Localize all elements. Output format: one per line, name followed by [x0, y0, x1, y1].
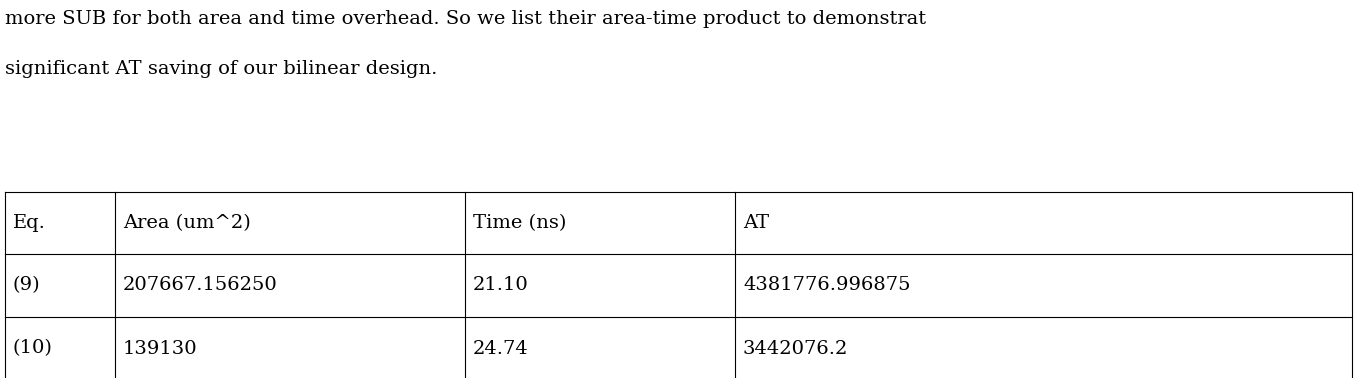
Text: Time (ns): Time (ns) — [474, 214, 566, 232]
Text: 139130: 139130 — [123, 339, 198, 358]
Text: 21.10: 21.10 — [474, 276, 529, 294]
Text: 3442076.2: 3442076.2 — [744, 339, 848, 358]
Text: AT: AT — [744, 214, 769, 232]
Text: Eq.: Eq. — [14, 214, 46, 232]
Text: 207667.156250: 207667.156250 — [123, 276, 278, 294]
Text: Area (um^2): Area (um^2) — [123, 214, 251, 232]
Text: (10): (10) — [14, 339, 53, 358]
Text: 4381776.996875: 4381776.996875 — [744, 276, 911, 294]
Text: significant AT saving of our bilinear design.: significant AT saving of our bilinear de… — [5, 60, 437, 78]
Text: (9): (9) — [14, 276, 41, 294]
Text: 24.74: 24.74 — [474, 339, 529, 358]
Text: more SUB for both area and time overhead. So we list their area-time product to : more SUB for both area and time overhead… — [5, 10, 925, 28]
